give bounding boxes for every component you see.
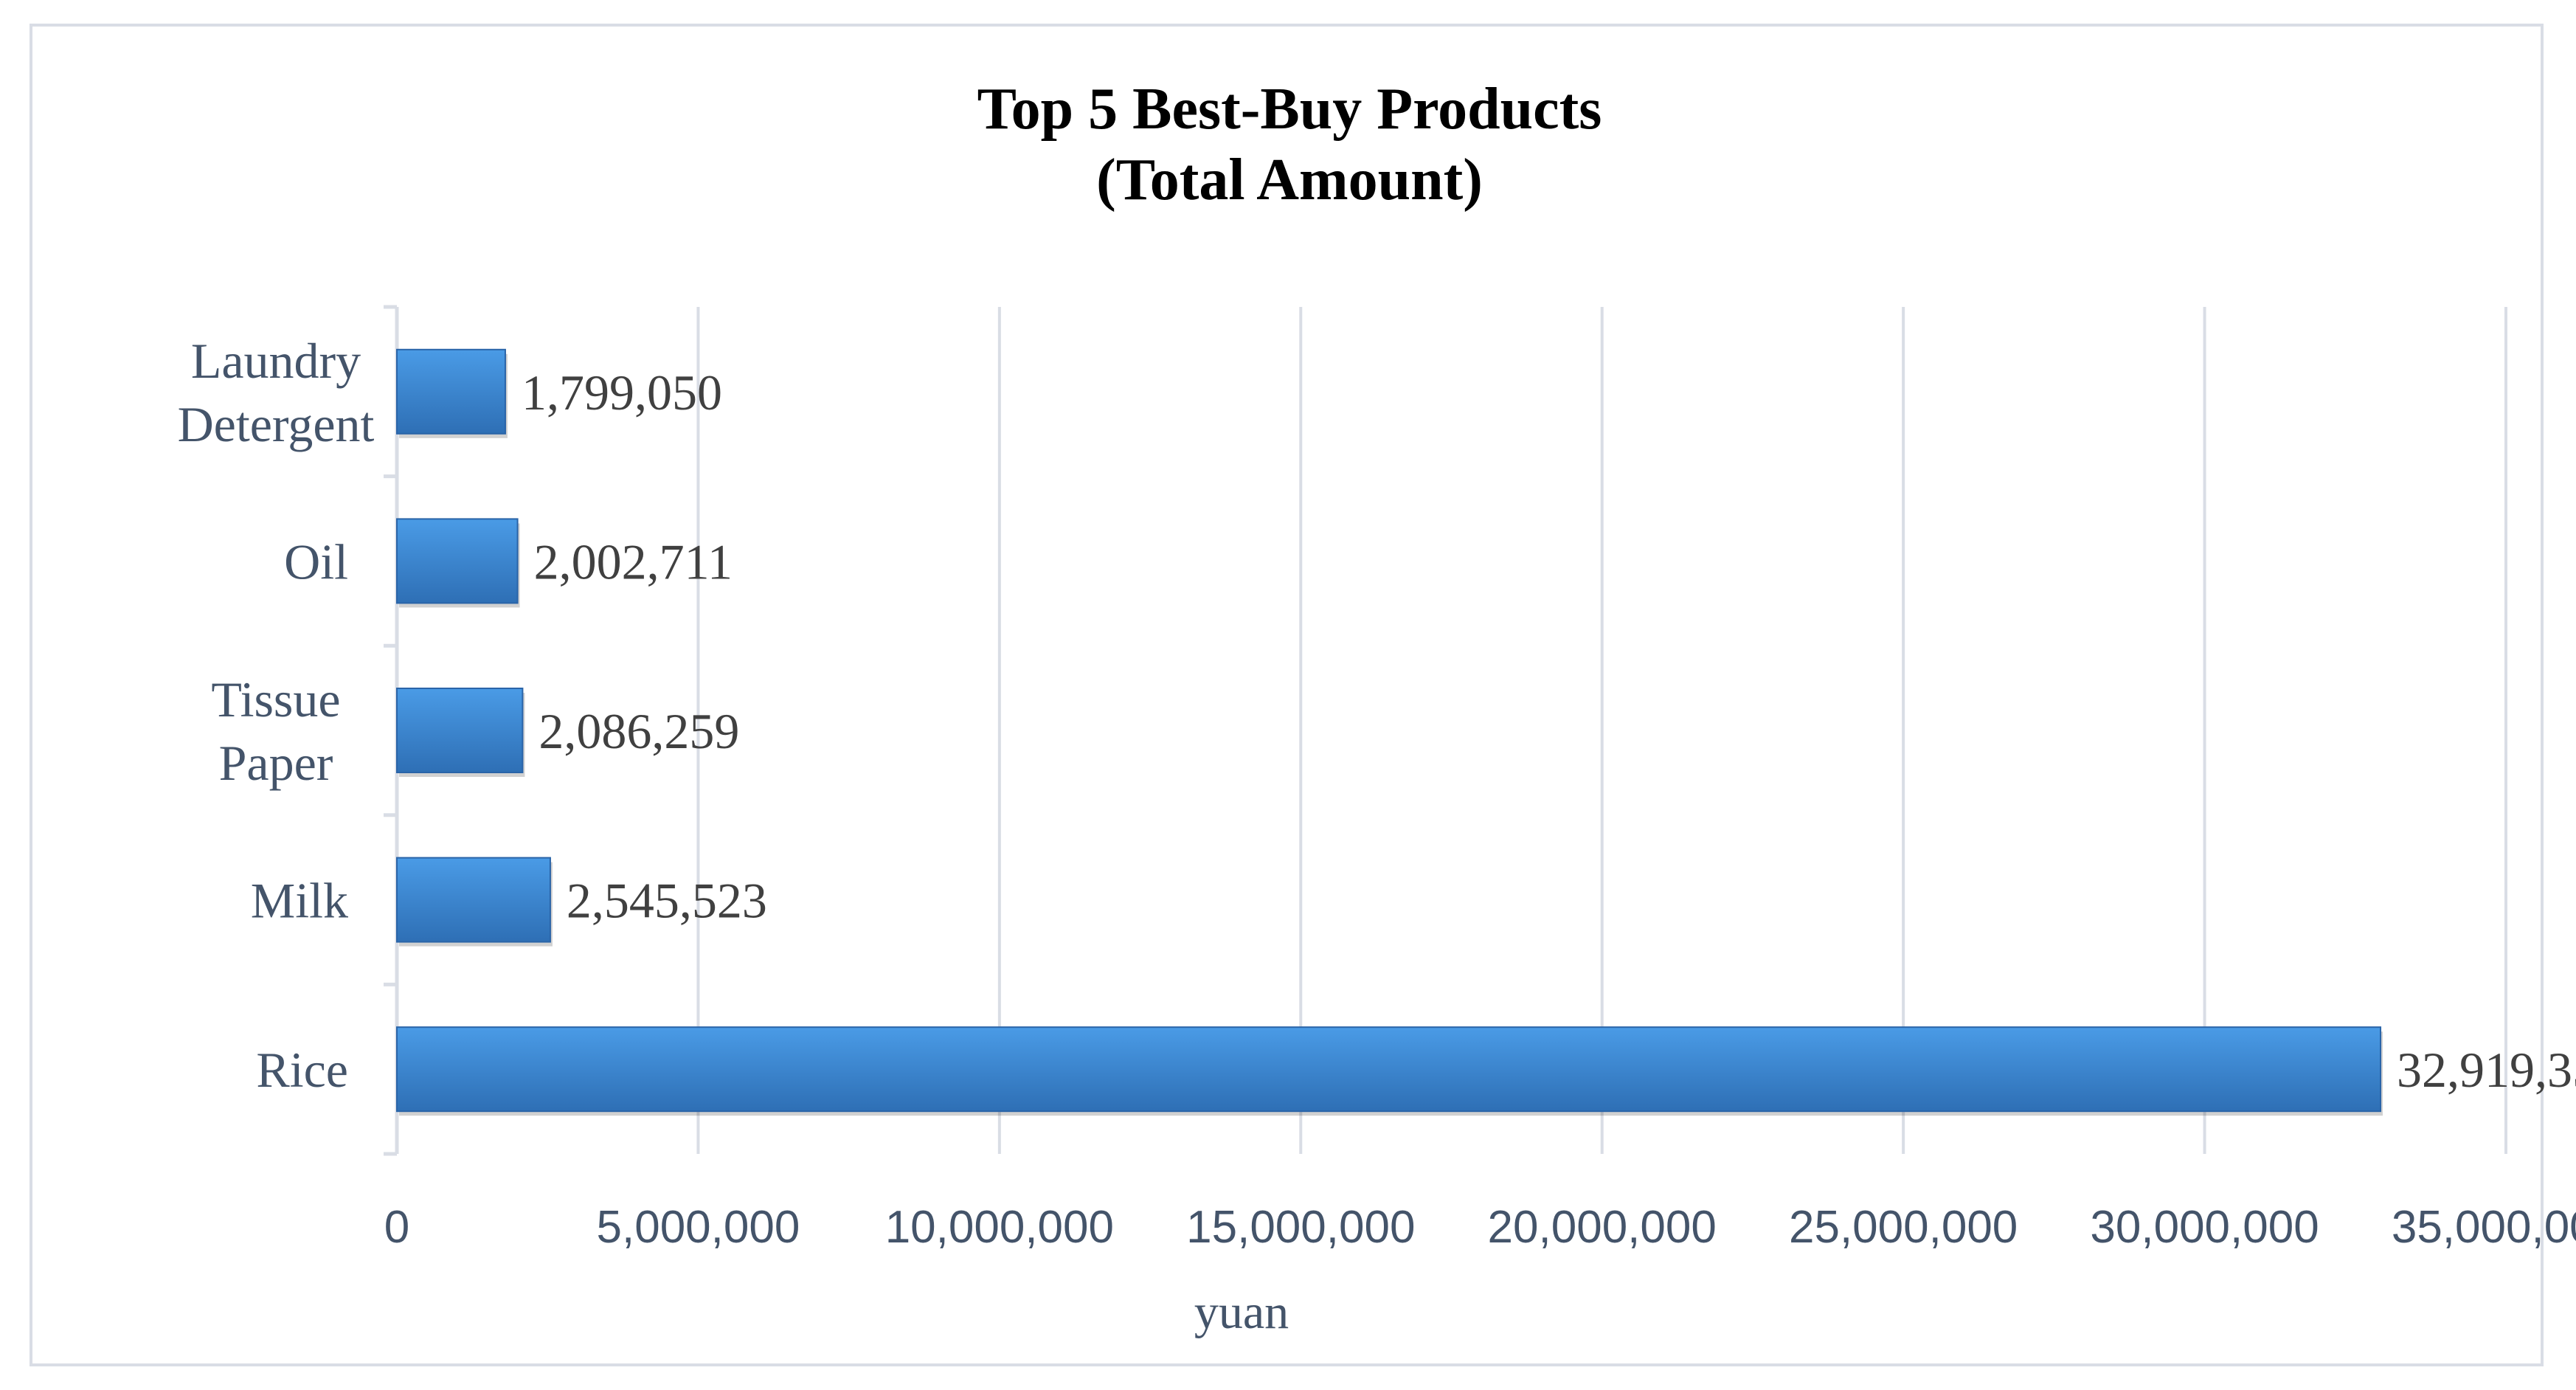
category-labels: Laundry Detergent Oil Tissue Paper Milk Rice <box>178 333 375 1098</box>
category-label: Oil <box>284 533 348 589</box>
x-tick-label: 10,000,000 <box>885 1202 1114 1253</box>
category-axis <box>384 305 399 1156</box>
category-label: Paper <box>219 735 333 791</box>
chart-title: Top 5 Best-Buy Products(Total Amount) <box>977 77 1602 212</box>
x-tick-label: 35,000,000 <box>2392 1202 2576 1253</box>
bar <box>396 1026 2382 1113</box>
chart-title-line: (Total Amount) <box>1096 148 1483 212</box>
x-tick-label: 30,000,000 <box>2090 1202 2319 1253</box>
category-label: Milk <box>251 873 348 929</box>
bars <box>396 348 2383 1116</box>
value-label: 2,086,259 <box>539 703 739 759</box>
x-tick-label: 20,000,000 <box>1488 1202 1717 1253</box>
category-label: Detergent <box>178 396 375 452</box>
x-tick-label: 0 <box>384 1202 409 1253</box>
bar <box>396 688 524 773</box>
category-label: Tissue <box>211 671 340 727</box>
x-tick-label: 5,000,000 <box>597 1202 800 1253</box>
value-labels: 1,799,050 2,002,711 2,086,259 2,545,523 32,9… <box>522 364 2576 1098</box>
bar <box>396 857 551 943</box>
x-tick-labels: 0 5,000,000 10,000,000 15,000,000 20,000,000… <box>384 1202 2576 1253</box>
value-label: 2,002,711 <box>534 533 733 589</box>
chart-title-line: Top 5 Best-Buy Products <box>977 77 1602 142</box>
x-tick-label: 25,000,000 <box>1789 1202 2018 1253</box>
value-label: 1,799,050 <box>522 364 722 421</box>
value-label: 2,545,523 <box>567 873 767 929</box>
category-label: Laundry <box>191 333 361 389</box>
bar <box>396 518 519 604</box>
value-label: 32,919,352 <box>2397 1042 2576 1098</box>
x-tick-label: 15,000,000 <box>1186 1202 1415 1253</box>
x-axis-title: yuan <box>1194 1285 1289 1339</box>
category-label: Rice <box>256 1042 348 1098</box>
bar <box>396 348 506 435</box>
grid-lines <box>696 307 2507 1154</box>
